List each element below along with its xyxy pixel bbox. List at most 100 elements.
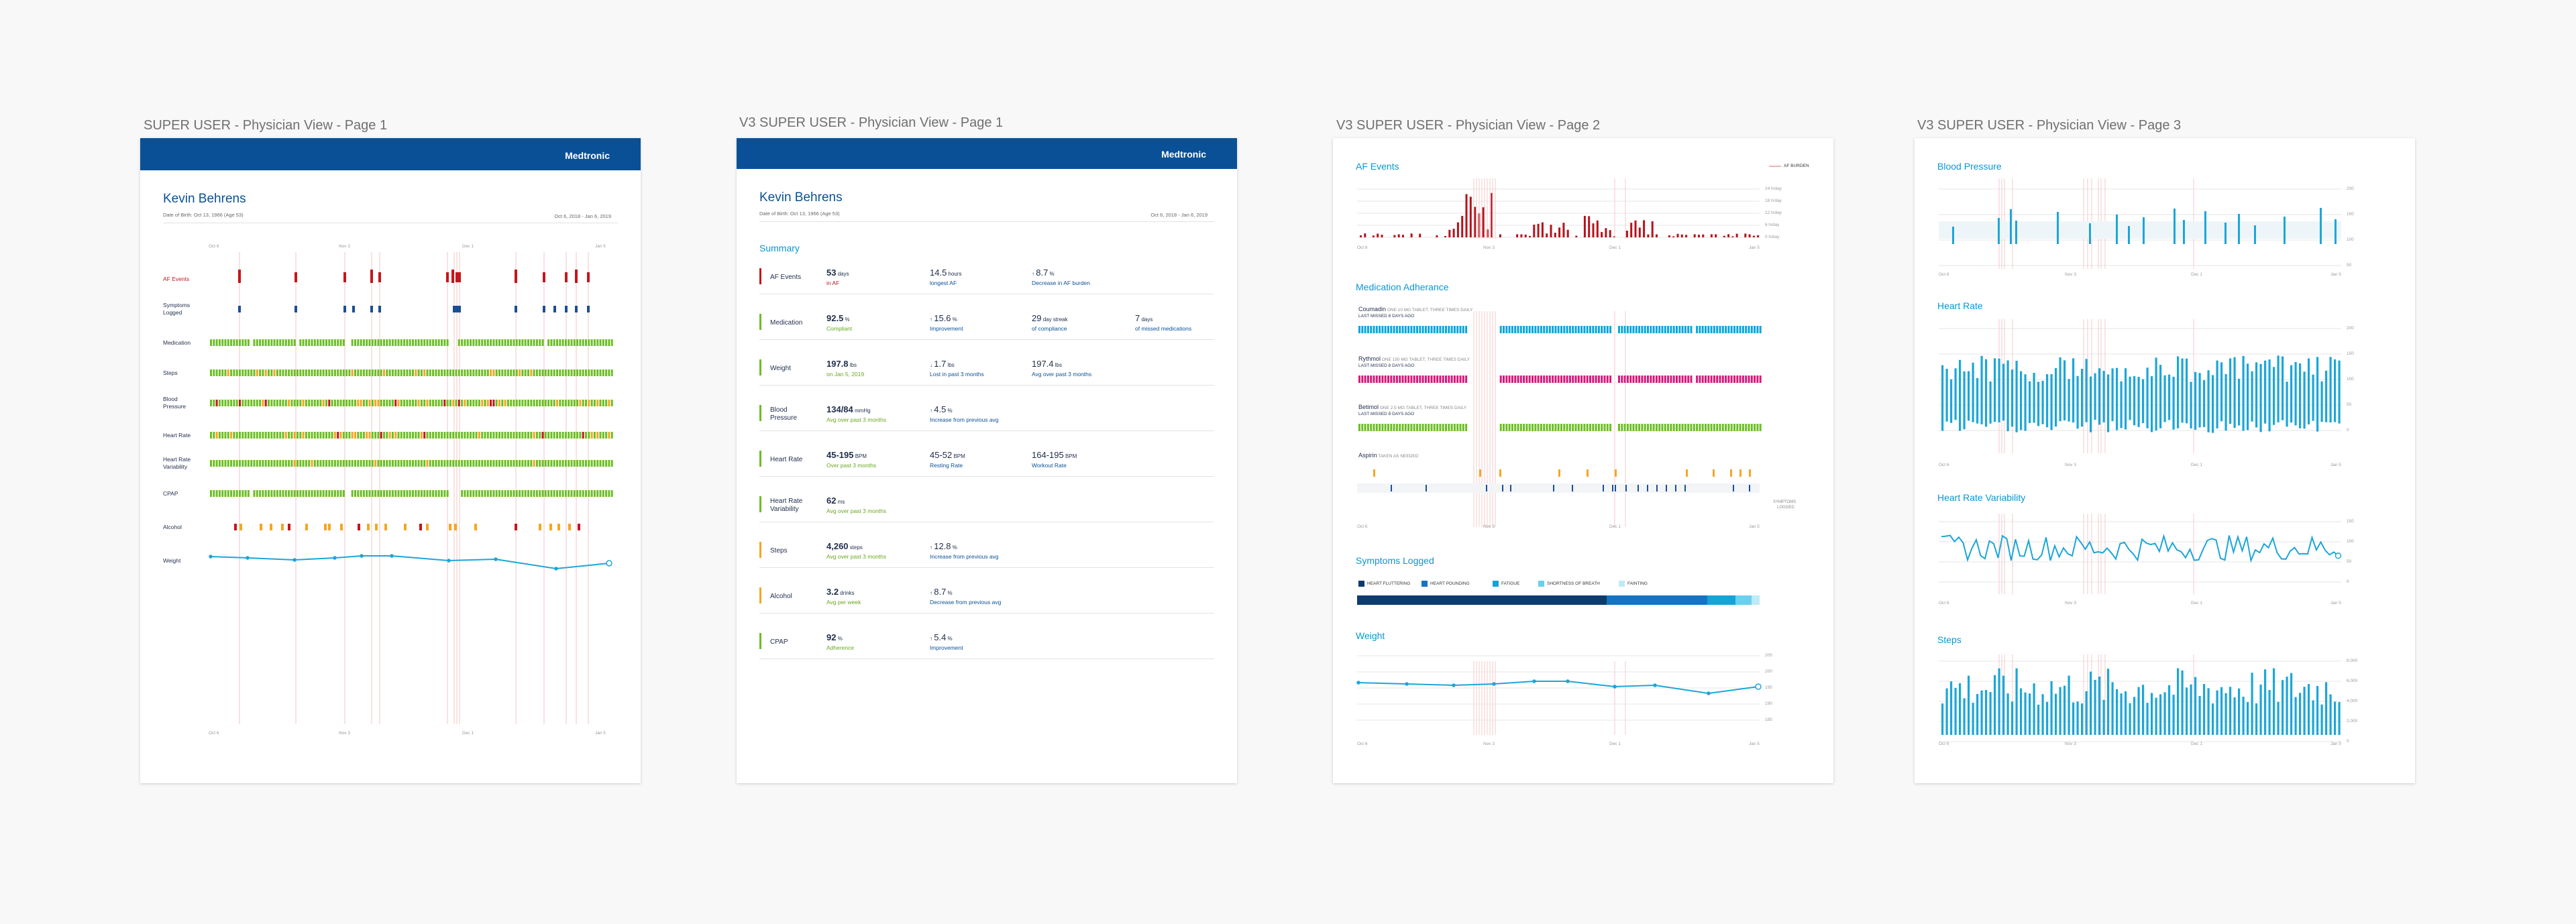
metric-unit: mmHg [853, 408, 871, 414]
dose-mark [1453, 326, 1456, 333]
day-mark [437, 432, 440, 439]
day-mark [325, 400, 327, 406]
day-mark [403, 400, 406, 406]
day-mark [247, 369, 250, 376]
steps-bar [2294, 697, 2297, 735]
day-mark [288, 369, 290, 376]
af-bar [1757, 235, 1760, 237]
dose-mark [1676, 326, 1678, 333]
day-mark [429, 339, 431, 346]
day-mark [397, 432, 400, 439]
day-mark [490, 432, 492, 439]
metric-caption: Avg per week [826, 599, 861, 605]
dose-mark [1647, 376, 1649, 383]
legend-swatch [1619, 581, 1625, 587]
day-mark [608, 490, 610, 497]
patient-dob: Date of Birth: Oct 13, 1966 (Age 53) [163, 212, 244, 218]
dose-mark [1424, 424, 1427, 431]
af-bar [1499, 234, 1501, 237]
dose-mark [1635, 424, 1638, 431]
dose-mark [1421, 326, 1424, 333]
day-mark [461, 369, 464, 376]
y-tick: 0 [2347, 579, 2349, 584]
day-mark [602, 432, 604, 439]
day-mark [417, 432, 420, 439]
medication-title: Aspirin [1358, 452, 1377, 459]
dose-mark [1580, 376, 1583, 383]
af-burden-legend-swatch [1769, 166, 1781, 167]
day-mark [446, 460, 449, 467]
dose-mark [1404, 326, 1407, 333]
dose-mark [1554, 376, 1557, 383]
metric-value: 8.7 [934, 587, 947, 597]
symptom-legend-item: FAINTING [1619, 581, 1648, 587]
day-mark [556, 369, 558, 376]
dose-mark [1514, 326, 1517, 333]
artboard-title-1[interactable]: SUPER USER - Physician View - Page 1 [144, 118, 388, 133]
day-mark [585, 460, 587, 467]
tick-label: Dec 1 [1609, 245, 1621, 250]
day-mark [333, 400, 336, 406]
steps-bar [2137, 687, 2140, 735]
day-mark [293, 460, 296, 467]
hr-bar [2329, 357, 2332, 423]
day-mark [360, 460, 362, 467]
artboard-title-4[interactable]: V3 SUPER USER - Physician View - Page 3 [1917, 118, 2182, 133]
tick-label: Jan 5 [2330, 601, 2341, 605]
dose-mark [1586, 424, 1589, 431]
dose-mark [1428, 424, 1430, 431]
day-mark [273, 490, 276, 497]
af-event-mark [294, 272, 297, 282]
day-mark [599, 339, 602, 346]
page-detail-1: AF Events AF BURDEN 24 h/day 18 h/day 12 h… [1333, 138, 1833, 783]
day-mark [570, 490, 573, 497]
day-mark [288, 460, 290, 467]
steps-bar [2159, 694, 2162, 735]
day-mark [446, 490, 449, 497]
metric-value: 29 [1032, 313, 1042, 323]
dose-mark [1505, 424, 1508, 431]
day-mark [305, 400, 307, 406]
day-mark [218, 490, 221, 497]
dose-mark [1401, 424, 1404, 431]
day-mark [348, 369, 351, 376]
dose-mark [1719, 326, 1721, 333]
day-mark [357, 339, 360, 346]
day-mark [541, 460, 544, 467]
day-mark [264, 369, 267, 376]
artboard-title-2[interactable]: V3 SUPER USER - Physician View - Page 1 [739, 115, 1004, 130]
hr-bar [2006, 360, 2009, 432]
dose-mark [1597, 424, 1600, 431]
day-mark [230, 432, 233, 439]
artboard-title-3[interactable]: V3 SUPER USER - Physician View - Page 2 [1336, 118, 1601, 133]
dose-mark [1453, 376, 1456, 383]
dose-mark [1499, 326, 1502, 333]
dose-mark [1595, 376, 1597, 383]
day-mark [470, 369, 472, 376]
tick-label: Nov 3 [1483, 524, 1495, 529]
symptom-mark [1638, 485, 1639, 492]
day-mark [475, 460, 478, 467]
y-tick: 2,000 [2347, 719, 2358, 724]
af-bar [1651, 221, 1654, 237]
day-mark [388, 460, 391, 467]
dose-mark [1658, 376, 1661, 383]
day-mark [221, 490, 224, 497]
dose-mark [1534, 376, 1537, 383]
tick-label: Nov 3 [1483, 742, 1495, 746]
steps-bar [1941, 703, 1944, 735]
dose-mark [1741, 326, 1744, 333]
day-mark [561, 369, 564, 376]
dose-mark [1548, 376, 1551, 383]
steps-bar [2072, 702, 2075, 735]
alcohol-mark [328, 524, 331, 530]
day-mark [406, 369, 409, 376]
dose-mark [1629, 376, 1632, 383]
metric-value-line: 92.5 % [826, 312, 852, 325]
steps-bar [2146, 703, 2149, 735]
row-divider [759, 339, 1214, 340]
symptom-legend-item: FATIGUE [1493, 581, 1519, 587]
day-mark [235, 400, 238, 406]
summary-metric: 7 days of missed medications [1135, 312, 1191, 332]
day-mark [576, 460, 579, 467]
